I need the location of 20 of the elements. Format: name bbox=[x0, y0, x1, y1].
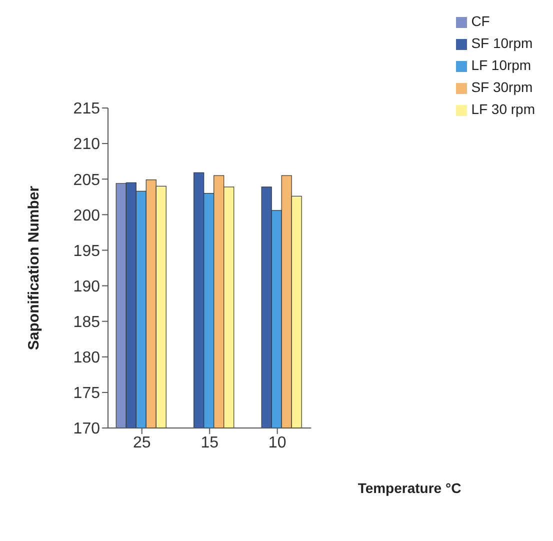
legend-label: CF bbox=[471, 13, 490, 29]
y-axis-title: Saponification Number bbox=[25, 186, 42, 350]
y-tick-label: 195 bbox=[73, 242, 100, 260]
x-tick-label: 25 bbox=[132, 434, 151, 452]
y-tick-label: 175 bbox=[73, 385, 100, 402]
legend-label: SF 10rpm bbox=[471, 35, 533, 51]
y-tick-label: 205 bbox=[73, 172, 100, 189]
y-tick-label: 200 bbox=[73, 207, 100, 224]
y-tick-label: 180 bbox=[73, 350, 100, 367]
x-axis-title: Temperature °C bbox=[358, 480, 462, 496]
y-tick-label: 185 bbox=[73, 314, 100, 332]
y-tick-label: 190 bbox=[73, 278, 100, 296]
legend-label: LF 10rpm bbox=[471, 57, 532, 73]
y-tick-label: 170 bbox=[73, 420, 100, 438]
y-tick-label: 215 bbox=[73, 100, 100, 118]
legend-label: LF 30 rpm bbox=[471, 101, 535, 117]
legend-label: SF 30rpm bbox=[471, 79, 533, 95]
x-tick-label: 10 bbox=[268, 434, 286, 452]
y-tick-label: 210 bbox=[73, 136, 100, 154]
x-tick-label: 15 bbox=[200, 434, 219, 452]
